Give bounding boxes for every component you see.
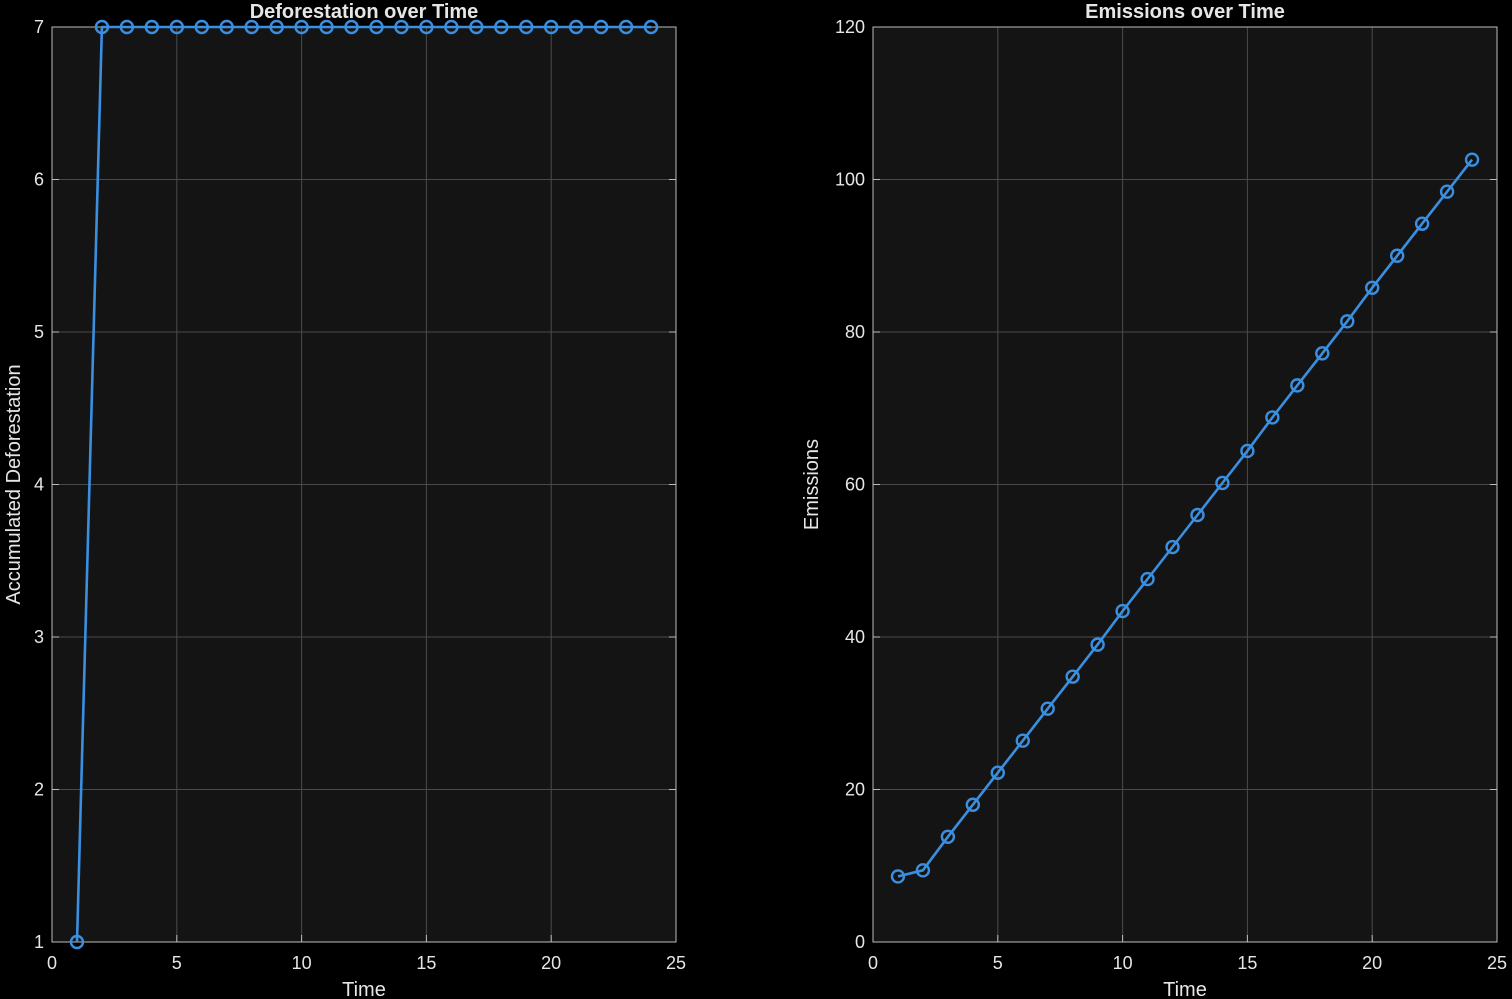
emissions-tick-labels: 0 5 10 15 20 25 0 20 40 60 80 100 120 <box>835 17 1507 973</box>
deforestation-y-tick-label: 4 <box>34 475 44 495</box>
deforestation-y-axis-label: Accumulated Deforestation <box>3 364 25 604</box>
emissions-data-point <box>1464 152 1480 167</box>
deforestation-data-point <box>269 19 284 35</box>
emissions-data-point <box>990 765 1005 780</box>
emissions-data-point <box>1389 248 1405 263</box>
deforestation-data-point <box>244 19 259 35</box>
deforestation-x-axis-label: Time <box>342 979 386 999</box>
emissions-data-point <box>1065 669 1080 684</box>
deforestation-tick-labels: 0 5 10 15 20 25 1 2 3 4 5 6 7 <box>34 17 686 973</box>
deforestation-x-tick-label: 20 <box>541 953 561 973</box>
emissions-data-point <box>1340 314 1355 329</box>
emissions-data-point <box>965 797 981 812</box>
deforestation-data-point <box>369 19 384 35</box>
emissions-data-point <box>1090 637 1105 652</box>
deforestation-data-point <box>344 19 359 35</box>
emissions-data-point <box>1015 733 1030 748</box>
emissions-y-tick-label: 120 <box>835 17 865 37</box>
deforestation-data-point <box>144 19 160 35</box>
emissions-x-tick-label: 15 <box>1237 953 1257 973</box>
emissions-y-tick-label: 60 <box>845 475 865 495</box>
emissions-data-point <box>1040 701 1055 716</box>
emissions-y-tick-label: 20 <box>845 780 865 800</box>
emissions-series <box>890 152 1480 884</box>
deforestation-y-tick-label: 2 <box>34 780 44 800</box>
deforestation-x-tick-label: 10 <box>292 953 312 973</box>
deforestation-data-point <box>419 19 434 35</box>
deforestation-data-point <box>194 19 209 35</box>
deforestation-chart: 0 5 10 15 20 25 1 2 3 4 5 6 7 Deforestation over Tim… <box>3 1 686 999</box>
emissions-x-tick-label: 10 <box>1113 953 1133 973</box>
emissions-data-point <box>940 829 956 844</box>
deforestation-x-tick-label: 25 <box>666 953 686 973</box>
deforestation-data-point <box>219 19 234 35</box>
emissions-data-point <box>1364 280 1380 295</box>
emissions-data-point <box>1290 378 1305 393</box>
deforestation-data-point <box>294 19 309 35</box>
emissions-data-point <box>890 869 906 884</box>
emissions-y-tick-label: 100 <box>835 170 865 190</box>
emissions-axes-box <box>872 26 1498 943</box>
deforestation-x-tick-label: 5 <box>172 953 182 973</box>
deforestation-data-point <box>544 19 559 35</box>
deforestation-y-tick-label: 1 <box>34 932 44 952</box>
emissions-data-point <box>1265 410 1280 425</box>
emissions-x-tick-label: 25 <box>1487 953 1507 973</box>
emissions-x-tick-label: 0 <box>868 953 878 973</box>
emissions-data-point <box>915 863 931 878</box>
emissions-x-axis-label: Time <box>1163 979 1207 999</box>
emissions-data-point <box>1215 475 1230 491</box>
emissions-y-axis-label: Emissions <box>801 439 823 530</box>
deforestation-data-point <box>169 19 185 35</box>
deforestation-data-point <box>494 19 509 35</box>
deforestation-data-point <box>94 19 110 35</box>
deforestation-line <box>75 25 651 943</box>
emissions-data-point <box>1414 216 1430 231</box>
emissions-data-point <box>1315 346 1330 361</box>
deforestation-data-point <box>593 19 609 35</box>
deforestation-data-point <box>568 19 584 35</box>
deforestation-x-tick-label: 15 <box>416 953 436 973</box>
deforestation-data-point <box>394 19 409 35</box>
emissions-data-point <box>1165 539 1180 555</box>
emissions-y-tick-label: 80 <box>845 322 865 342</box>
deforestation-data-point <box>643 19 659 35</box>
emissions-data-point <box>1190 507 1205 523</box>
emissions-data-point <box>1115 603 1130 619</box>
deforestation-series <box>69 19 659 950</box>
deforestation-data-point <box>69 934 85 950</box>
deforestation-data-point <box>119 19 135 35</box>
deforestation-y-tick-label: 5 <box>34 322 44 342</box>
emissions-data-point <box>1240 443 1255 459</box>
emissions-y-tick-label: 0 <box>855 932 865 952</box>
deforestation-data-point <box>519 19 534 35</box>
emissions-x-tick-label: 5 <box>993 953 1003 973</box>
deforestation-y-tick-label: 6 <box>34 170 44 190</box>
deforestation-x-tick-label: 0 <box>47 953 57 973</box>
emissions-data-point <box>1140 571 1155 587</box>
emissions-data-point <box>1439 184 1455 199</box>
emissions-chart: 0 5 10 15 20 25 0 20 40 60 80 100 120 Emissions over… <box>801 1 1507 999</box>
deforestation-title: Deforestation over Time <box>250 1 479 23</box>
deforestation-y-tick-label: 7 <box>34 17 44 37</box>
deforestation-y-tick-label: 3 <box>34 627 44 647</box>
deforestation-data-point <box>618 19 634 35</box>
emissions-x-tick-label: 20 <box>1362 953 1382 973</box>
deforestation-data-point <box>469 19 484 35</box>
deforestation-data-point <box>319 19 334 35</box>
deforestation-data-point <box>444 19 459 35</box>
emissions-y-tick-label: 40 <box>845 627 865 647</box>
emissions-title: Emissions over Time <box>1085 1 1285 23</box>
